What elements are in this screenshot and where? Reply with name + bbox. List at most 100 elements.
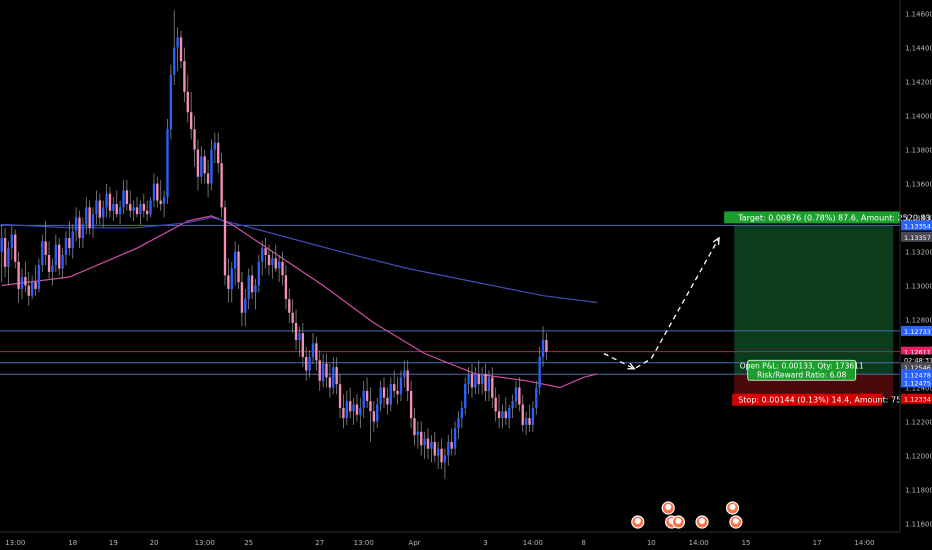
candle-body-86 xyxy=(291,312,294,323)
candle-body-132 xyxy=(447,441,450,456)
event-marker-icon[interactable] xyxy=(661,501,675,515)
candle-body-98 xyxy=(332,367,335,388)
price-label: 1.12733 xyxy=(904,328,931,336)
time-tick-label: 19 xyxy=(109,539,118,547)
time-tick-label: 13:00 xyxy=(5,539,25,547)
rr-label: Risk/Reward Ratio: 6.08 xyxy=(757,370,846,379)
candle-body-34 xyxy=(115,203,118,215)
candle-body-24 xyxy=(81,224,85,238)
price-tick-label: 1.13000 xyxy=(905,283,932,291)
candle-body-4 xyxy=(14,234,17,262)
candle-body-105 xyxy=(355,404,359,415)
candle-body-87 xyxy=(294,322,298,340)
candle-body-120 xyxy=(406,370,409,391)
candle-body-11 xyxy=(37,265,41,289)
candle-body-158 xyxy=(535,387,538,408)
price-label-bg-1 xyxy=(901,231,932,242)
candle-body-52 xyxy=(176,37,179,48)
price-axis-labels: 1.133541.133571.127331.1261102:48:311.12… xyxy=(901,220,932,404)
candle-body-97 xyxy=(328,377,332,388)
price-tick-label: 1.13200 xyxy=(905,249,932,257)
candle-body-27 xyxy=(91,214,95,228)
candle-body-91 xyxy=(308,356,311,371)
candle-body-118 xyxy=(399,377,403,395)
price-label-bg-6 xyxy=(901,369,932,380)
price-label-bg-3 xyxy=(901,346,932,357)
candle-body-32 xyxy=(108,193,112,211)
candle-body-129 xyxy=(436,448,440,456)
candle-body-119 xyxy=(403,370,406,378)
candle-body-74 xyxy=(250,275,254,293)
price-axis[interactable]: 1.14600 1.14400 1.14200 1.14000 1.13800 1.136… xyxy=(899,0,932,532)
candle-body-122 xyxy=(413,418,416,436)
series-line-1 xyxy=(1,216,598,304)
candle-body-83 xyxy=(281,261,284,276)
event-marker-dot-4 xyxy=(699,518,706,524)
candle-body-106 xyxy=(359,407,362,415)
candle-body-136 xyxy=(460,407,464,419)
event-marker-icon[interactable] xyxy=(695,515,709,529)
candle-body-18 xyxy=(61,254,64,269)
candle-body-96 xyxy=(325,363,328,378)
target-label-bg xyxy=(724,211,900,224)
price-tick-label: 1.14400 xyxy=(905,45,932,53)
candle-body-45 xyxy=(152,183,156,201)
event-marker-dot-3 xyxy=(675,518,682,524)
event-marker-icon[interactable] xyxy=(725,501,740,515)
candle-body-92 xyxy=(311,343,315,357)
event-markers[interactable] xyxy=(631,501,743,529)
candle-body-153 xyxy=(518,387,521,405)
candle-body-54 xyxy=(183,61,186,92)
candle-body-140 xyxy=(474,373,477,388)
candle-body-28 xyxy=(95,200,98,215)
time-tick-label: 14:00 xyxy=(854,539,874,547)
price-tick-label: 1.13600 xyxy=(905,181,932,189)
price-tick-label: 1.14000 xyxy=(905,113,932,121)
candle-body-47 xyxy=(159,200,162,204)
candle-body-65 xyxy=(220,163,223,208)
event-marker-icon[interactable] xyxy=(671,515,685,529)
candle-body-66 xyxy=(223,207,227,276)
time-tick-label: 14:00 xyxy=(689,539,709,547)
time-tick-label: 10 xyxy=(647,539,656,547)
candle-body-64 xyxy=(217,142,220,164)
candle-body-138 xyxy=(467,373,470,385)
candle-body-48 xyxy=(162,197,166,204)
price-label: 1.13357 xyxy=(904,234,931,242)
candle-body-69 xyxy=(233,251,237,269)
candle-body-141 xyxy=(477,373,480,385)
candle-body-110 xyxy=(372,411,376,422)
candle-body-159 xyxy=(538,356,541,388)
candle-body-148 xyxy=(501,411,504,419)
stop-label: Stop: 0.00144 (0.13%) 14.4, Amount: 750 xyxy=(738,396,906,405)
candle-body-102 xyxy=(345,401,348,419)
event-marker-icon[interactable] xyxy=(729,515,743,529)
price-tick-label: 1.13400 xyxy=(905,215,932,223)
candle-body-15 xyxy=(51,265,54,272)
price-label-bg-4 xyxy=(901,354,932,365)
time-tick-label: 25 xyxy=(244,539,253,547)
candle-body-149 xyxy=(504,411,508,419)
time-tick-label: 14:00 xyxy=(523,539,543,547)
time-axis[interactable]: 13:00 18 19 20 13:00 25 27 13:00 Apr 3 14:00 8 10 14:… xyxy=(0,531,900,547)
price-tick-label: 1.11600 xyxy=(905,521,932,529)
candle-body-112 xyxy=(379,387,382,405)
candle-body-29 xyxy=(98,200,101,218)
candle-body-46 xyxy=(156,183,159,201)
candle-body-71 xyxy=(240,282,244,313)
price-tick-label: 1.12000 xyxy=(905,453,932,461)
candle-body-80 xyxy=(271,258,274,266)
candle-body-17 xyxy=(58,244,61,269)
candle-body-143 xyxy=(484,373,487,391)
candle-body-70 xyxy=(237,251,240,283)
price-tick-label: 1.11800 xyxy=(905,487,932,495)
candle-body-146 xyxy=(494,397,497,412)
price-label: 1.12475 xyxy=(904,379,931,387)
candle-body-41 xyxy=(139,203,142,215)
event-marker-icon[interactable] xyxy=(631,515,645,529)
time-tick-label: 17 xyxy=(813,539,822,547)
candle-body-117 xyxy=(396,390,399,395)
time-tick-label: 8 xyxy=(581,539,585,547)
candle-body-130 xyxy=(440,448,443,463)
